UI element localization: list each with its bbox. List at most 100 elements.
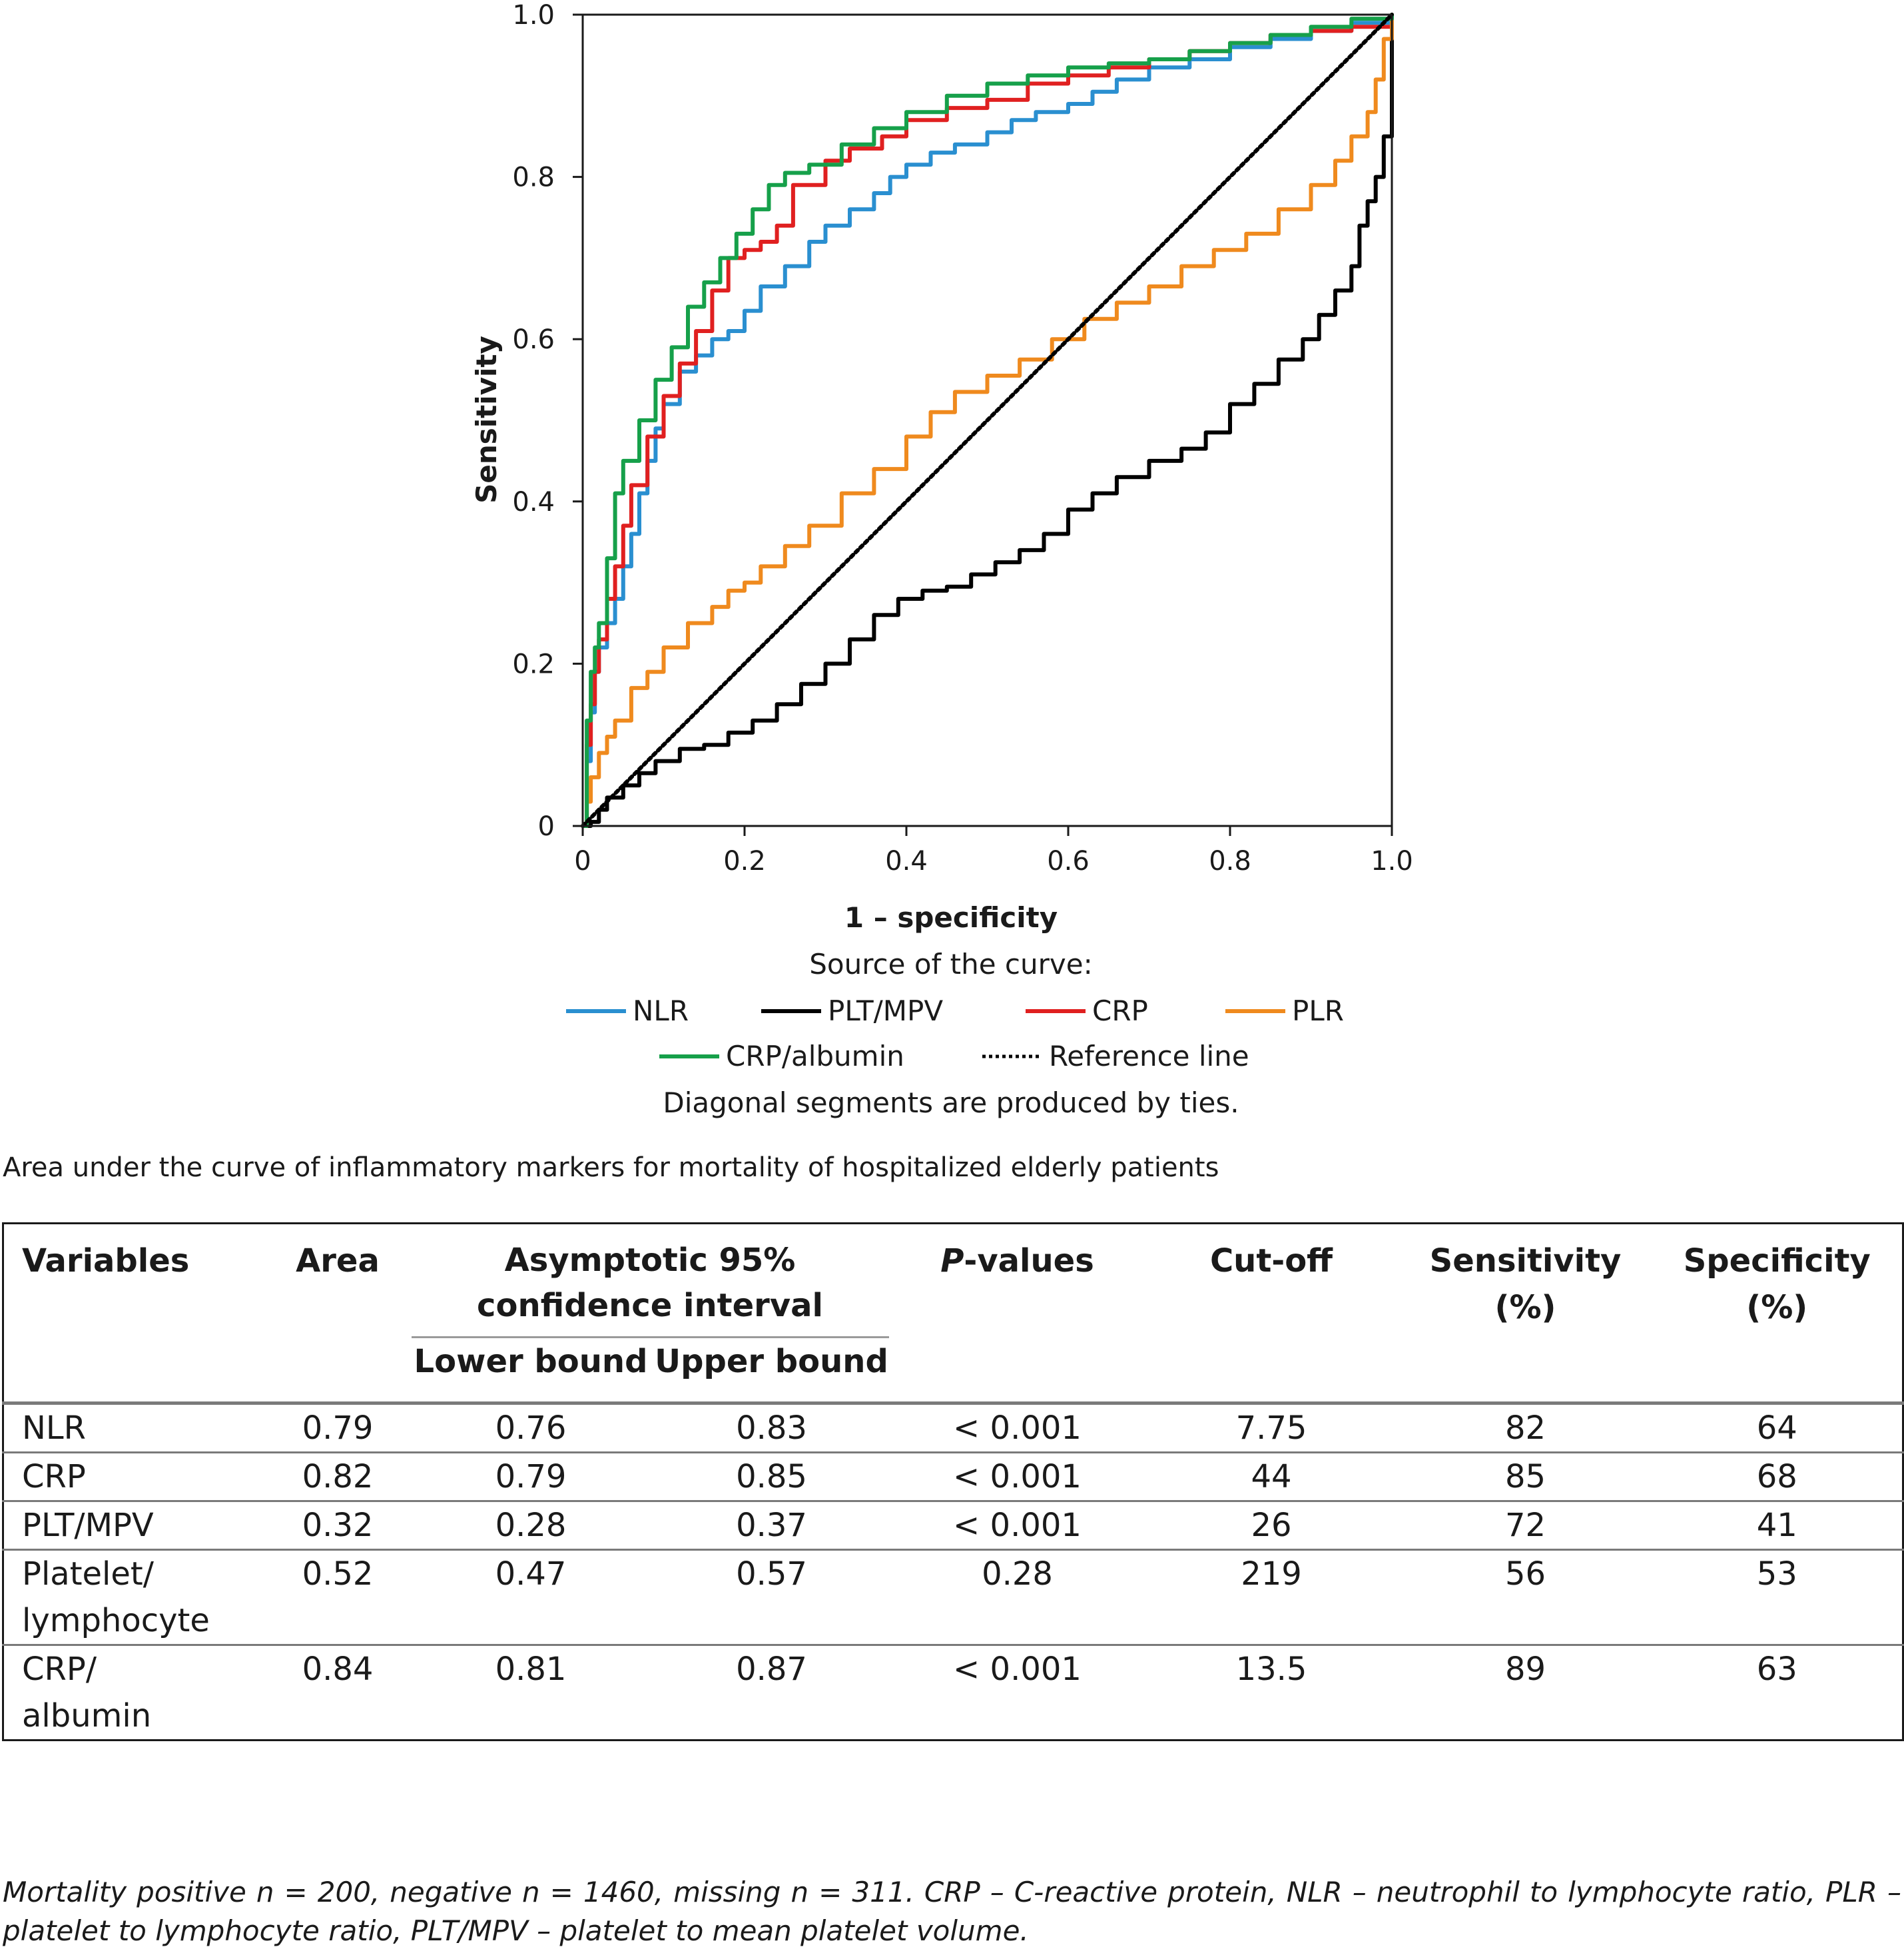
header-ci-line2: confidence interval (477, 1287, 823, 1324)
curve-plt-mpv (581, 13, 1394, 828)
legend-title: Source of the curve: (809, 948, 1093, 980)
cell-lower-bound: 0.81 (495, 1651, 567, 1688)
curves (581, 13, 1394, 828)
legend-label-plr: PLR (1292, 994, 1344, 1027)
x-ticks: 0 0.2 0.4 0.6 0.8 1.0 (574, 826, 1413, 877)
cell-p-value: < 0.001 (953, 1651, 1082, 1688)
header-ci: Asymptotic 95% confidence interval (410, 1224, 891, 1338)
cell-specificity: 64 (1652, 1403, 1903, 1453)
header-lower-bound: Lower bound (414, 1343, 648, 1380)
header-ci-rule (411, 1328, 889, 1338)
header-separator (3, 1400, 1903, 1405)
x-axis-title: 1 – specificity (844, 901, 1058, 934)
cell-cutoff: 13.5 (1235, 1651, 1307, 1688)
x-tick-label: 0.4 (885, 846, 928, 877)
reference-line (581, 13, 1394, 828)
header-area: Area (296, 1242, 380, 1280)
curve-plr (581, 13, 1394, 828)
axes (581, 13, 1393, 827)
cell-upper-bound: 0.85 (652, 1452, 891, 1502)
x-tick-label: 0.6 (1047, 846, 1090, 877)
curve-nlr (581, 13, 1394, 828)
legend: NLR PLT/MPV CRP PLR CRP/albumin Reference lin… (566, 994, 1344, 1072)
cell-area: 0.52 (266, 1549, 410, 1646)
table-row: CRP/albumin 0.84 0.81 0.87 < 0.001 13.5 … (3, 1645, 1903, 1741)
cell-lower-bound: 0.79 (409, 1452, 653, 1502)
cell-cutoff: 7.75 (1143, 1403, 1399, 1453)
y-tick-label: 1.0 (512, 0, 555, 31)
header-sensitivity-line1: Sensitivity (1429, 1242, 1622, 1280)
cell-lower-bound: 0.76 (409, 1403, 653, 1453)
cell-area: 0.82 (266, 1452, 410, 1502)
cell-upper-bound: 0.37 (652, 1501, 891, 1551)
cell-p-value: < 0.001 (890, 1403, 1144, 1453)
header-specificity: Specificity (%) (1652, 1224, 1903, 1402)
table-row: Platelet/lymphocyte 0.52 0.47 0.57 0.28 … (3, 1549, 1903, 1646)
cell-specificity: 68 (1652, 1452, 1903, 1502)
cell-specificity: 41 (1652, 1501, 1903, 1551)
table-caption: Area under the curve of inflammatory mar… (3, 1152, 1219, 1183)
legend-label-reference-line: Reference line (1049, 1040, 1249, 1072)
header-p-values: P-values (891, 1224, 1144, 1402)
y-ticks: 0 0.2 0.4 0.6 0.8 1.0 (512, 0, 583, 842)
cell-upper-bound: 0.83 (652, 1403, 891, 1453)
cell-variable-line1: Platelet/ (22, 1555, 154, 1593)
header-variables: Variables (22, 1242, 190, 1280)
legend-label-plt-mpv: PLT/MPV (828, 994, 943, 1027)
cell-p-value: 0.28 (890, 1549, 1144, 1646)
legend-note: Diagonal segments are produced by ties. (663, 1086, 1239, 1119)
y-axis-title: Sensitivity (470, 336, 503, 504)
y-tick-label: 0.6 (512, 324, 555, 355)
x-tick-label: 0 (574, 846, 591, 877)
cell-cutoff: 26 (1143, 1501, 1399, 1551)
cell-sensitivity: 72 (1399, 1501, 1652, 1551)
cell-p-value: < 0.001 (890, 1452, 1144, 1502)
cell-variable: Platelet/lymphocyte (3, 1549, 266, 1646)
table-body: NLR 0.79 0.76 0.83 < 0.001 7.75 82 64 CR… (3, 1403, 1903, 1741)
cell-variable-line1: CRP (22, 1458, 86, 1495)
cell-variable-line2: albumin (22, 1697, 152, 1735)
header-p-italic: P (940, 1242, 964, 1280)
cell-area: 0.79 (266, 1403, 410, 1453)
cell-p-value: < 0.001 (890, 1501, 1144, 1551)
table-row: CRP 0.82 0.79 0.85 < 0.001 44 85 68 (3, 1452, 1903, 1502)
roc-chart: 0 0.2 0.4 0.6 0.8 1.0 0 0.2 0.4 0.6 0.8 1.0 1 – sp… (470, 0, 1413, 1119)
results-table: Variables Area Asymptotic 95% confidence… (2, 1222, 1904, 1741)
cell-variable-line1: CRP/ (22, 1651, 97, 1688)
cell-lower-bound: 0.28 (409, 1501, 653, 1551)
cell-variable: NLR (3, 1403, 266, 1453)
cell-sensitivity: 85 (1399, 1452, 1652, 1502)
cell-variable-line1: NLR (22, 1409, 86, 1447)
legend-label-crp: CRP (1092, 994, 1148, 1027)
cell-cutoff: 219 (1143, 1549, 1399, 1646)
cell-variable: PLT/MPV (3, 1501, 266, 1551)
cell-upper-bound: 0.57 (652, 1549, 891, 1646)
header-sensitivity: Sensitivity (%) (1399, 1224, 1652, 1402)
header-specificity-line2: (%) (1746, 1289, 1808, 1326)
table-row: NLR 0.79 0.76 0.83 < 0.001 7.75 82 64 (3, 1403, 1903, 1453)
header-sensitivity-line2: (%) (1494, 1289, 1556, 1326)
cell-variable: CRP/albumin (3, 1645, 266, 1741)
cell-sensitivity: 82 (1399, 1403, 1652, 1453)
table-header: Variables Area Asymptotic 95% confidence… (3, 1224, 1903, 1405)
cell-sensitivity: 89 (1504, 1651, 1546, 1688)
cell-specificity: 53 (1652, 1549, 1903, 1646)
header-p-rest: -values (964, 1242, 1094, 1280)
x-tick-label: 0.8 (1209, 846, 1251, 877)
y-tick-label: 0 (538, 811, 555, 842)
x-tick-label: 0.2 (723, 846, 766, 877)
legend-label-nlr: NLR (633, 994, 689, 1027)
y-tick-label: 0.8 (512, 163, 555, 193)
header-cutoff: Cut-off (1209, 1242, 1333, 1280)
cell-specificity: 63 (1756, 1651, 1797, 1688)
cell-sensitivity: 56 (1399, 1549, 1652, 1646)
cell-variable-line2: lymphocyte (22, 1602, 210, 1639)
x-tick-label: 1.0 (1371, 846, 1413, 877)
cell-area: 0.32 (266, 1501, 410, 1551)
y-tick-label: 0.4 (512, 487, 555, 518)
cell-variable: CRP (3, 1452, 266, 1502)
curve-crp-albumin (581, 13, 1394, 828)
footnote: Mortality positive n = 200, negative n =… (3, 1876, 1901, 1947)
header-specificity-line1: Specificity (1683, 1242, 1871, 1280)
cell-upper-bound: 0.87 (736, 1651, 807, 1688)
